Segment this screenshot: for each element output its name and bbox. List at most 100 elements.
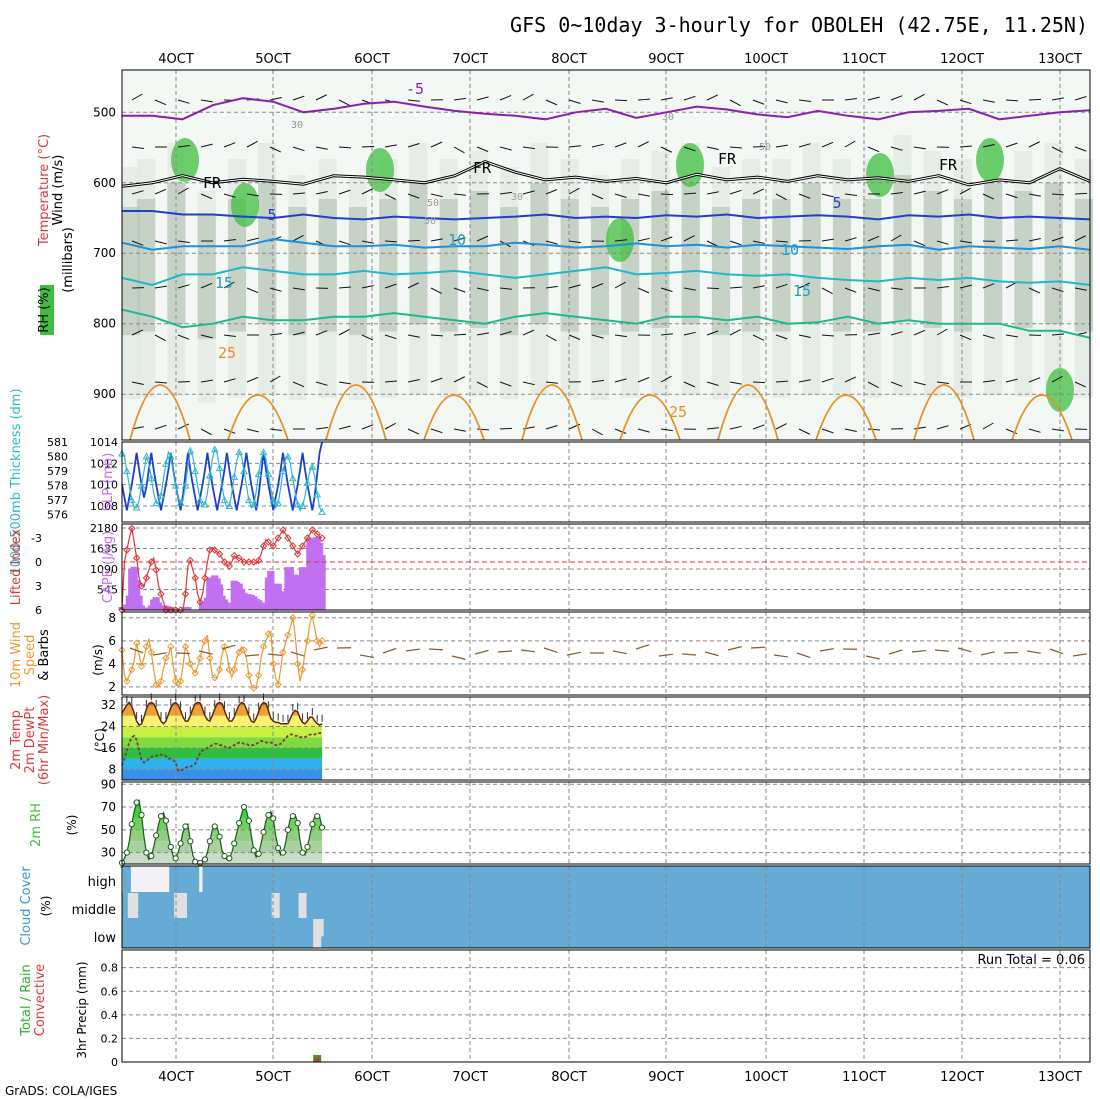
contour-label: 30 [291,120,303,131]
y-tick-label: 800 [93,317,116,331]
wind-barb [269,375,281,383]
y-tick-label: 6 [108,634,116,648]
wind-barb [1005,142,1018,148]
rh-marker [133,799,140,806]
rh-moist-region [171,138,199,182]
wind-barb [545,189,558,195]
wind-barb [890,331,903,336]
wind-barb [729,286,743,289]
y-tick-label: 0.4 [101,1009,119,1022]
wind-barb [223,378,236,383]
wind-barb [683,331,696,336]
wind-barb [405,648,420,652]
wind-barb [775,144,788,148]
wind-barb [545,285,558,289]
wind-barb [959,334,972,341]
wind-barb [246,237,259,242]
wind-speed-marker [211,674,219,682]
rh-marker [236,819,243,827]
rh-marker [196,859,204,866]
wind-barb [315,381,328,386]
rh-moist-region [231,183,259,227]
wind-barb [729,329,741,336]
wind-axis-label: 10m Wind Speed & Barbs [9,622,52,688]
wind-barb [359,654,374,659]
wind-barb [890,95,903,101]
wind-barb [384,334,397,340]
wind-barb [1051,97,1064,101]
thickness-marker [230,472,239,480]
li-marker [181,590,190,598]
wind-barb [244,654,259,657]
wind-barb [568,145,581,148]
li-marker [298,542,307,550]
li-marker [313,530,321,538]
li-marker [245,558,253,566]
rh-shade [923,191,942,328]
wind-barb [614,99,628,102]
li-marker [220,558,229,566]
wind-barb [568,334,581,340]
li-marker [142,574,151,582]
wind-barb [568,99,581,104]
y-tick-label-slp: 1008 [90,500,118,513]
rh-shade [227,199,247,332]
wind-barb [221,644,236,650]
rh-marker [148,852,155,860]
wind-speed-marker [196,654,204,662]
axis-label: 2m Temp [9,710,24,770]
thickness-marker [181,481,190,489]
panel-frame [121,949,1091,1063]
wind-barb [706,427,719,430]
contour-label: FR [473,159,492,177]
wind-barb [637,287,650,294]
cloud-panel: high middle low Cloud Cover (%) [19,865,1091,949]
wind-barb [430,377,443,383]
wind-barb [729,425,742,430]
wind-speed-marker [137,662,146,670]
wind-barb [543,647,558,653]
wind-speed-marker [186,660,195,668]
contour-label: 25 [218,344,236,362]
wind-barb [1074,146,1087,152]
li-marker [186,556,195,565]
wind-barb [683,235,695,242]
cape-bar [133,579,141,610]
wind-barb [913,381,926,386]
isotherm-line [122,97,1091,121]
wind-barb [798,334,811,338]
wind-barb [361,240,374,244]
wind-barb [338,99,350,106]
rh-shade [711,207,731,336]
date-tick-label: 13OCT [1038,1070,1082,1085]
precip-panel: 0 0.2 0.4 0.6 0.8 Run Total = 0.06 Total / Rai… [19,949,1091,1069]
rh-moist-region [676,143,704,187]
wind-speed-marker [225,665,234,674]
y-tick-label: 90 [101,777,116,791]
cloud-cell [179,866,187,892]
wind-barb [658,653,673,657]
rh-marker [172,855,179,862]
wind-barb [936,328,948,336]
y-tick-label: 30 [101,846,116,860]
temp-band [122,747,323,759]
axis-label: 10m Wind [9,622,24,688]
y-tick-label: 900 [93,387,116,401]
wind-barb [292,146,305,152]
wind-barb [545,425,558,430]
wind-barb [913,146,926,150]
wind-barb [476,287,489,292]
wind-barb [913,240,926,247]
wind-barb [982,334,995,339]
wind-barb [522,190,535,195]
thickness-marker [318,507,326,515]
rh-marker [304,843,311,851]
rh-shade [530,183,549,325]
isotherm-line [122,210,1091,221]
rh-shade [1074,199,1094,332]
wind-barb [614,142,627,148]
wind-barb [200,282,213,289]
rh-marker [226,855,233,862]
wind-barb [865,655,880,660]
wind-barb [729,146,742,149]
